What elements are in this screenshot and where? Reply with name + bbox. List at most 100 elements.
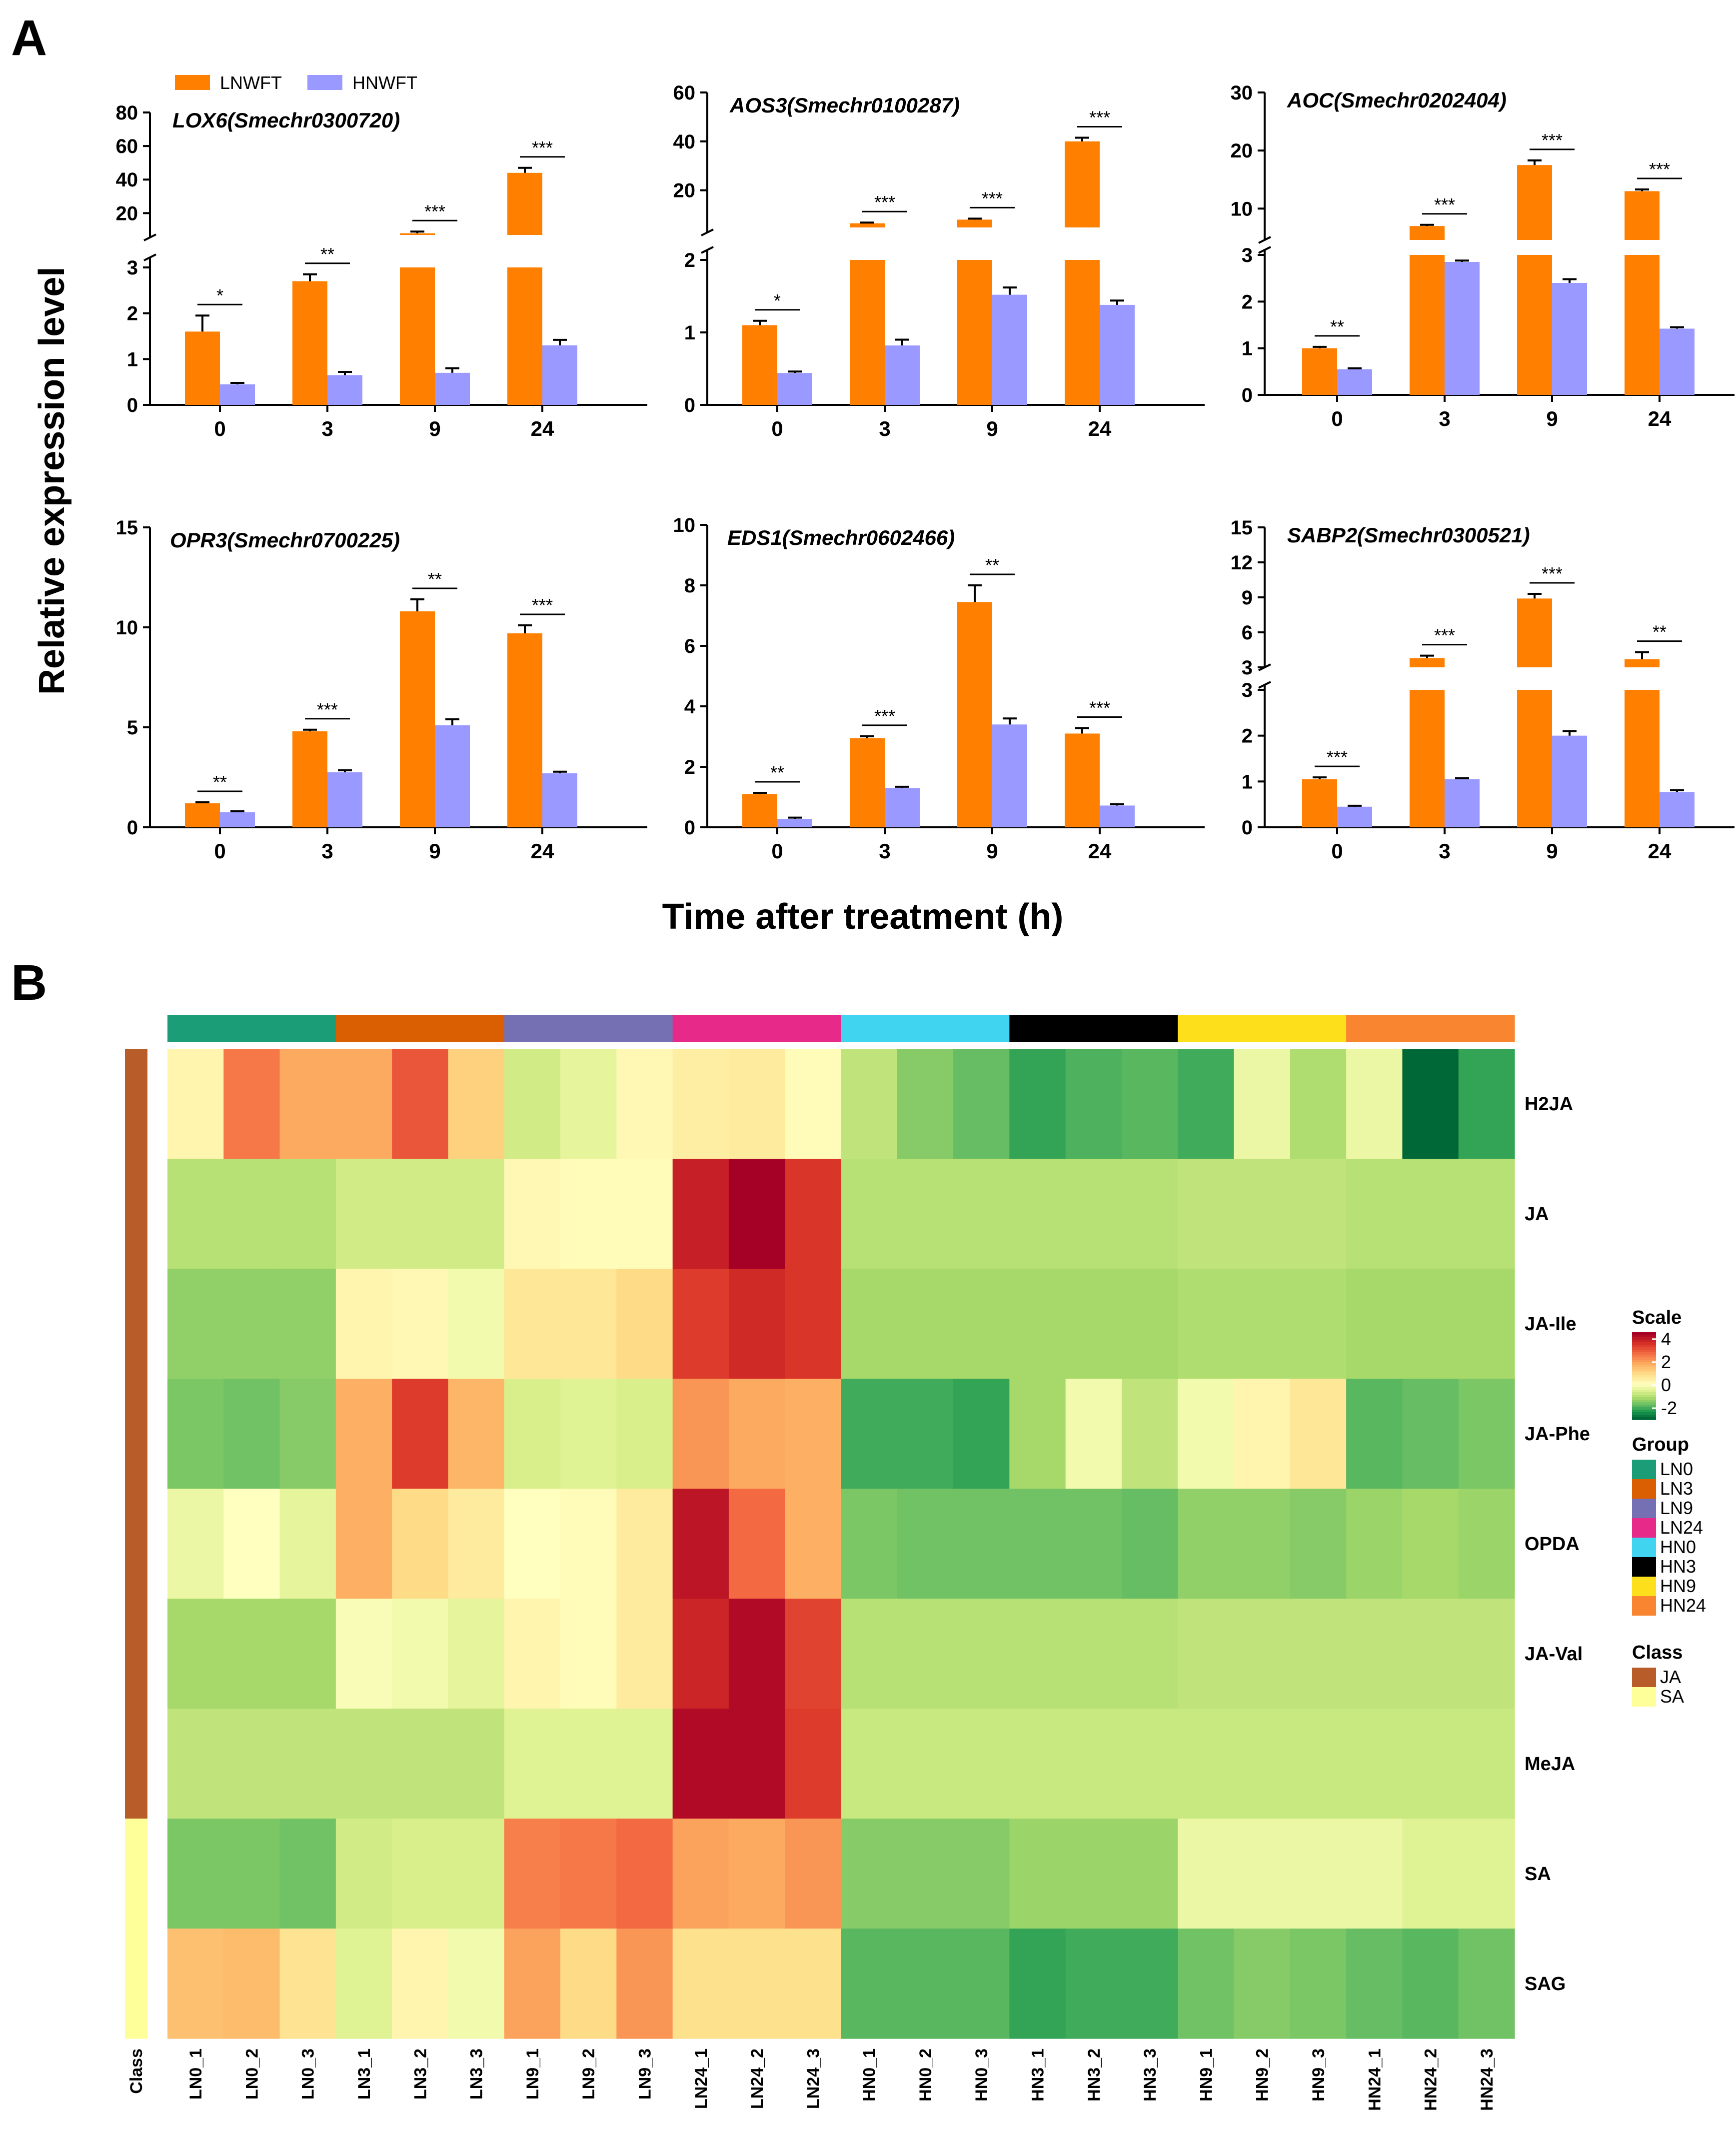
scale-gradient-step <box>1632 1415 1656 1418</box>
class-annotation-cell <box>125 1929 147 2039</box>
significance-marker: ** <box>320 244 334 264</box>
heatmap-cell <box>1458 1819 1515 1929</box>
group-annotation-cell <box>1402 1015 1459 1042</box>
bar-hnwft <box>992 724 1027 827</box>
bar-chart-0: 0 1 2 3 20 40 60 80 LOX6(Smechr0300720) 0 * 3 ** 9 ***… <box>116 102 647 440</box>
heatmap-cell <box>504 1599 561 1709</box>
heatmap-cell <box>1009 1489 1066 1599</box>
heatmap-cell <box>504 1929 561 2039</box>
heatmap-cell <box>335 1379 392 1489</box>
heatmap-cell <box>1065 1159 1122 1269</box>
y-tick-label: 1 <box>127 348 138 370</box>
heatmap-cell <box>1402 1049 1459 1159</box>
y-tick-label: 1 <box>684 322 695 344</box>
heatmap-cell <box>1402 1929 1459 2039</box>
class-annotation-cell <box>125 1159 147 1269</box>
group-annotation-cell <box>560 1015 617 1042</box>
y-tick-label: 8 <box>684 575 695 597</box>
scale-gradient-step <box>1632 1342 1656 1345</box>
y-tick-label: 40 <box>116 169 138 191</box>
heatmap-column-label: LN0_2 <box>242 2049 261 2100</box>
x-tick-label: 9 <box>429 417 440 440</box>
bar-hnwft <box>542 345 577 405</box>
heatmap-cell <box>1121 1379 1178 1489</box>
heatmap-cell <box>560 1159 617 1269</box>
bar-lnwft <box>1410 255 1445 395</box>
scale-gradient-step <box>1632 1407 1656 1410</box>
heatmap-cell <box>785 1489 842 1599</box>
heatmap-column-label: HN24_1 <box>1365 2049 1384 2111</box>
bar-hnwft <box>435 372 470 405</box>
class-legend-label: JA <box>1660 1667 1681 1687</box>
heatmap-cell <box>616 1599 673 1709</box>
heatmap-cell <box>223 1269 280 1379</box>
significance-marker: *** <box>1089 107 1110 127</box>
group-annotation-cell <box>392 1015 449 1042</box>
heatmap-cell <box>504 1269 561 1379</box>
heatmap-cell <box>953 1379 1010 1489</box>
heatmap-cell <box>1458 1269 1515 1379</box>
heatmap-column-label: HN9_2 <box>1253 2049 1272 2102</box>
heatmap-cell <box>897 1929 954 2039</box>
heatmap-cell <box>785 1269 842 1379</box>
bar-hnwft <box>327 772 362 827</box>
heatmap-cell <box>1458 1709 1515 1819</box>
heatmap-cell <box>897 1159 954 1269</box>
scale-gradient-step <box>1632 1352 1656 1355</box>
heatmap-cell <box>1234 1489 1291 1599</box>
heatmap-cell <box>1290 1049 1347 1159</box>
heatmap-cell <box>560 1489 617 1599</box>
heatmap-cell <box>279 1599 336 1709</box>
bar-hnwft <box>1445 779 1480 827</box>
y-tick-label: 6 <box>684 635 695 657</box>
bar-lnwft <box>1625 690 1660 827</box>
heatmap-cell <box>616 1709 673 1819</box>
significance-marker: *** <box>424 201 445 221</box>
y-tick-label: 2 <box>1242 291 1253 313</box>
significance-marker: *** <box>1434 625 1455 646</box>
scale-gradient-step <box>1632 1370 1656 1373</box>
bar-lnwft <box>1625 255 1660 395</box>
y-tick-label: 20 <box>116 202 138 224</box>
heatmap-cell <box>1234 1929 1291 2039</box>
axis-break-mark <box>1258 246 1271 254</box>
heatmap-cell <box>1402 1379 1459 1489</box>
x-tick-label: 9 <box>1546 839 1558 863</box>
heatmap-row-label: OPDA <box>1525 1534 1580 1555</box>
heatmap-cell <box>1178 1489 1235 1599</box>
scale-gradient-step <box>1632 1345 1656 1348</box>
heatmap-cell <box>672 1709 729 1819</box>
heatmap-cell <box>1290 1159 1347 1269</box>
scale-gradient-step <box>1632 1335 1656 1338</box>
heatmap-cell <box>953 1269 1010 1379</box>
scale-gradient-step <box>1632 1397 1656 1400</box>
group-legend-label: LN9 <box>1660 1498 1693 1518</box>
panel-b-letter: B <box>11 955 47 1011</box>
heatmap-cell <box>728 1929 785 2039</box>
group-legend-swatch <box>1632 1577 1656 1596</box>
group-legend-swatch <box>1632 1557 1656 1577</box>
heatmap-cell <box>1290 1709 1347 1819</box>
y-tick-label: 5 <box>127 717 138 739</box>
heatmap-cell <box>897 1709 954 1819</box>
heatmap-cell <box>1121 1489 1178 1599</box>
class-axis-label: Class <box>127 2049 146 2094</box>
heatmap-cell <box>1402 1819 1459 1929</box>
heatmap-cell <box>448 1599 505 1709</box>
class-annotation-cell <box>125 1379 147 1489</box>
scale-gradient-step <box>1632 1395 1656 1398</box>
group-legend-label: HN0 <box>1660 1537 1696 1557</box>
heatmap-column-label: HN24_2 <box>1422 2049 1441 2111</box>
significance-marker: *** <box>1434 194 1455 215</box>
group-annotation-cell <box>1346 1015 1403 1042</box>
heatmap-cell <box>1065 1929 1122 2039</box>
heatmap-cell <box>1290 1819 1347 1929</box>
heatmap-cell <box>223 1599 280 1709</box>
heatmap-cell <box>953 1819 1010 1929</box>
scale-gradient-step <box>1632 1392 1656 1395</box>
bar-lnwft-upper <box>1410 658 1445 667</box>
heatmap-cell <box>728 1599 785 1709</box>
heatmap-cell <box>1009 1049 1066 1159</box>
bar-lnwft <box>1517 255 1552 395</box>
